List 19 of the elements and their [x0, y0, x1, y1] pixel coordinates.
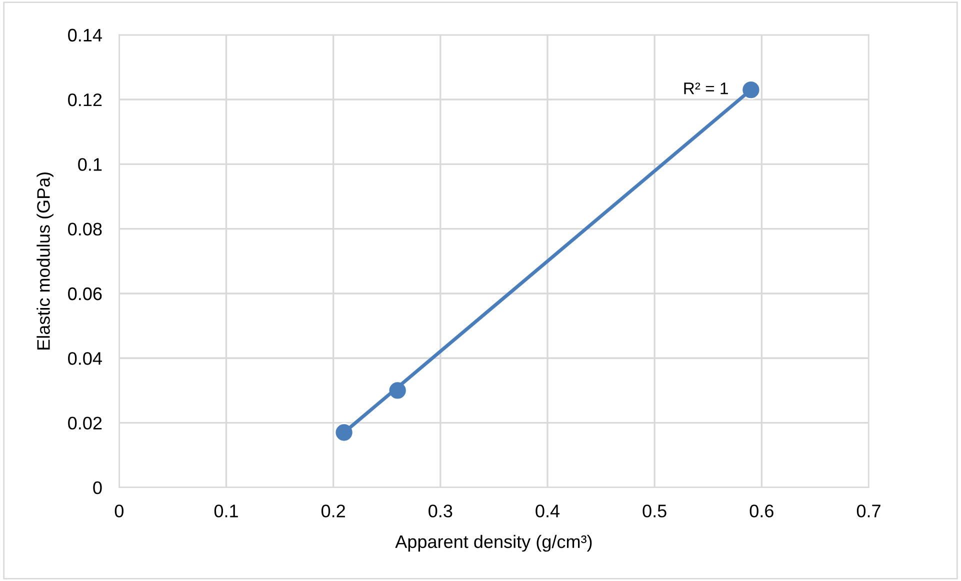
y-tick-label: 0.1: [78, 158, 102, 171]
y-tick-label: 0.12: [68, 93, 102, 106]
y-axis-title: Elastic modulus (GPa): [36, 172, 54, 350]
x-axis-title: Apparent density (g/cm³): [395, 534, 592, 552]
y-tick-label: 0.02: [68, 416, 102, 430]
y-tick-label: 0.06: [68, 287, 102, 300]
y-tick-label: 0: [93, 481, 102, 494]
x-tick-label: 0.7: [856, 504, 880, 518]
y-tick-label: 0.04: [68, 352, 102, 365]
y-tick-label: 0.14: [68, 28, 102, 42]
x-tick-label: 0.5: [642, 504, 666, 518]
x-tick-label: 0: [114, 504, 124, 518]
x-tick-label: 0.6: [750, 504, 774, 518]
x-tick-label: 0.3: [428, 504, 452, 518]
annotation: R² = 1: [684, 82, 728, 94]
y-tick-label: 0.08: [68, 222, 102, 236]
x-tick-label: 0.1: [214, 504, 238, 518]
x-tick-label: 0.4: [536, 504, 560, 518]
x-tick-label: 0.2: [321, 504, 345, 518]
